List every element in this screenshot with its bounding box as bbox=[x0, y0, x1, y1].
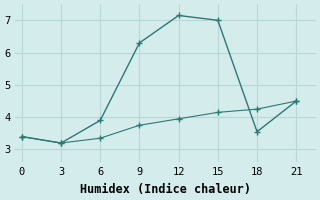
X-axis label: Humidex (Indice chaleur): Humidex (Indice chaleur) bbox=[80, 183, 251, 196]
